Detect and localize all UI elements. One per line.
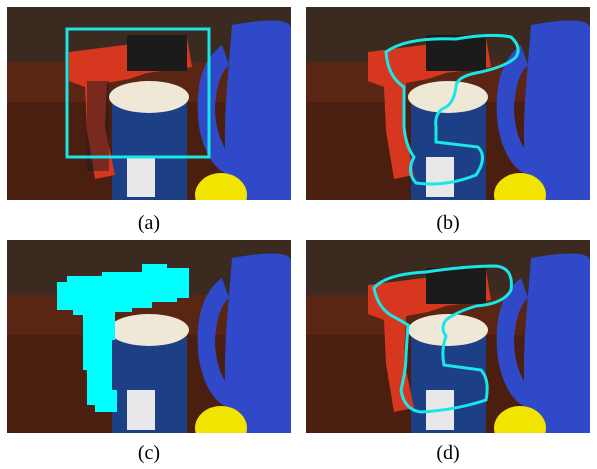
panel-c-image — [7, 240, 291, 433]
final-contour-overlay — [372, 264, 513, 414]
panel-d-image — [306, 240, 590, 433]
pitcher — [496, 253, 590, 433]
pitcher — [197, 253, 291, 433]
caption-d: (d) — [436, 442, 460, 464]
drill — [368, 268, 491, 412]
yellow-object — [195, 406, 247, 433]
can — [109, 314, 189, 433]
pitcher — [496, 20, 590, 200]
initial-contour-overlay — [384, 33, 520, 186]
yellow-object — [494, 173, 546, 200]
yellow-object — [195, 173, 247, 200]
caption-b: (b) — [436, 212, 460, 234]
panel-a-image — [7, 7, 291, 200]
yellow-object — [494, 406, 546, 433]
mask-overlay — [57, 264, 189, 412]
drill — [368, 35, 491, 179]
can — [408, 314, 488, 433]
panel-b-image — [306, 7, 590, 200]
caption-c: (c) — [137, 442, 161, 464]
bounding-box-overlay — [65, 27, 211, 159]
scene-b — [306, 7, 590, 200]
can — [109, 81, 189, 200]
pitcher — [197, 20, 291, 200]
scene-a — [7, 7, 291, 200]
can — [408, 81, 488, 200]
scene-c — [7, 240, 291, 433]
drill — [69, 35, 192, 179]
scene-d — [306, 240, 590, 433]
caption-a: (a) — [137, 212, 161, 234]
